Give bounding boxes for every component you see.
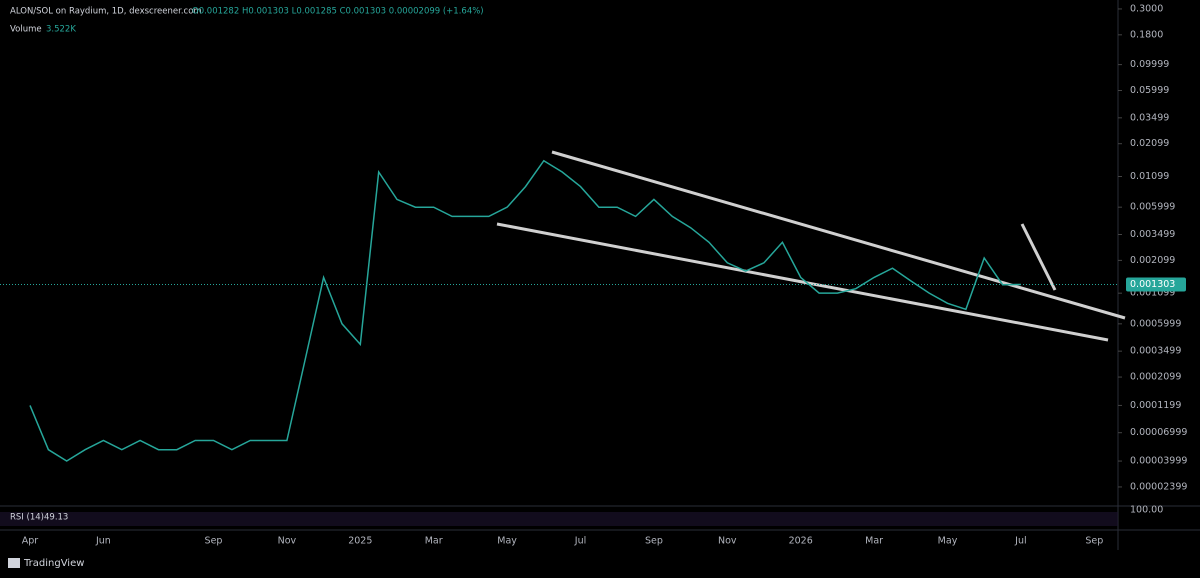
y-tick-label: 0.05999 — [1130, 85, 1169, 96]
y-tick-label: 0.003499 — [1130, 229, 1175, 240]
symbol: ALON/SOL on Raydium, 1D, dexscreener.com — [10, 7, 202, 17]
x-tick-label: Sep — [1085, 536, 1103, 547]
y-tick-label: 0.001099 — [1130, 288, 1175, 299]
price-line — [29, 159, 1021, 462]
volume-label: Volume — [10, 25, 42, 35]
rsi-value: 49.13 — [44, 513, 68, 523]
y-tick-label: 0.00006999 — [1130, 427, 1187, 438]
y-tick-label: 0.0005999 — [1130, 318, 1181, 329]
x-tick-label: Sep — [645, 536, 663, 547]
x-tick-label: Mar — [865, 536, 883, 547]
rsi-band — [0, 512, 1118, 526]
x-tick-label: Nov — [278, 536, 297, 547]
y-tick-label: 0.02099 — [1130, 138, 1169, 149]
y-tick-label: 0.03499 — [1130, 112, 1169, 123]
y-tick-label: 0.002099 — [1130, 255, 1175, 266]
brand: TradingView — [23, 558, 84, 569]
trendline — [496, 222, 1109, 342]
rsi-label: RSI (14) — [10, 513, 44, 523]
y-tick-label: 0.3000 — [1130, 3, 1163, 14]
x-tick-label: May — [497, 536, 517, 547]
y-tick-label: 0.0001199 — [1130, 400, 1181, 411]
y-tick-label: 0.00003999 — [1130, 456, 1187, 467]
x-tick-label: Jul — [574, 536, 586, 547]
volume-value: 3.522K — [46, 25, 76, 35]
x-tick-label: Apr — [22, 536, 39, 547]
ohlc: O0.001282 H0.001303 L0.001285 C0.001303 … — [192, 7, 484, 17]
y-tick-label: 0.0003499 — [1130, 346, 1181, 357]
last-price-tag — [1126, 277, 1186, 292]
brand-logo — [8, 558, 20, 568]
trendline — [1020, 223, 1057, 291]
y-tick-label: 0.01099 — [1130, 171, 1169, 182]
y-tick-label: 0.005999 — [1130, 202, 1175, 213]
x-tick-label: 2026 — [789, 536, 813, 547]
y-tick-label: 0.1800 — [1130, 29, 1163, 40]
x-tick-label: May — [938, 536, 958, 547]
x-tick-label: Sep — [205, 536, 223, 547]
last-price-label: 0.001303 — [1130, 279, 1175, 290]
y-tick-label: 0.09999 — [1130, 59, 1169, 70]
y-tick-label: 0.0002099 — [1130, 372, 1181, 383]
trendline — [551, 150, 1126, 320]
y-tick-label: 0.00002399 — [1130, 481, 1187, 492]
x-tick-label: Jul — [1014, 536, 1026, 547]
x-tick-label: Mar — [425, 536, 443, 547]
x-tick-label: Nov — [718, 536, 737, 547]
x-tick-label: Jun — [95, 536, 111, 547]
x-tick-label: 2025 — [348, 536, 372, 547]
rsi-axis-label: 100.00 — [1130, 505, 1163, 516]
